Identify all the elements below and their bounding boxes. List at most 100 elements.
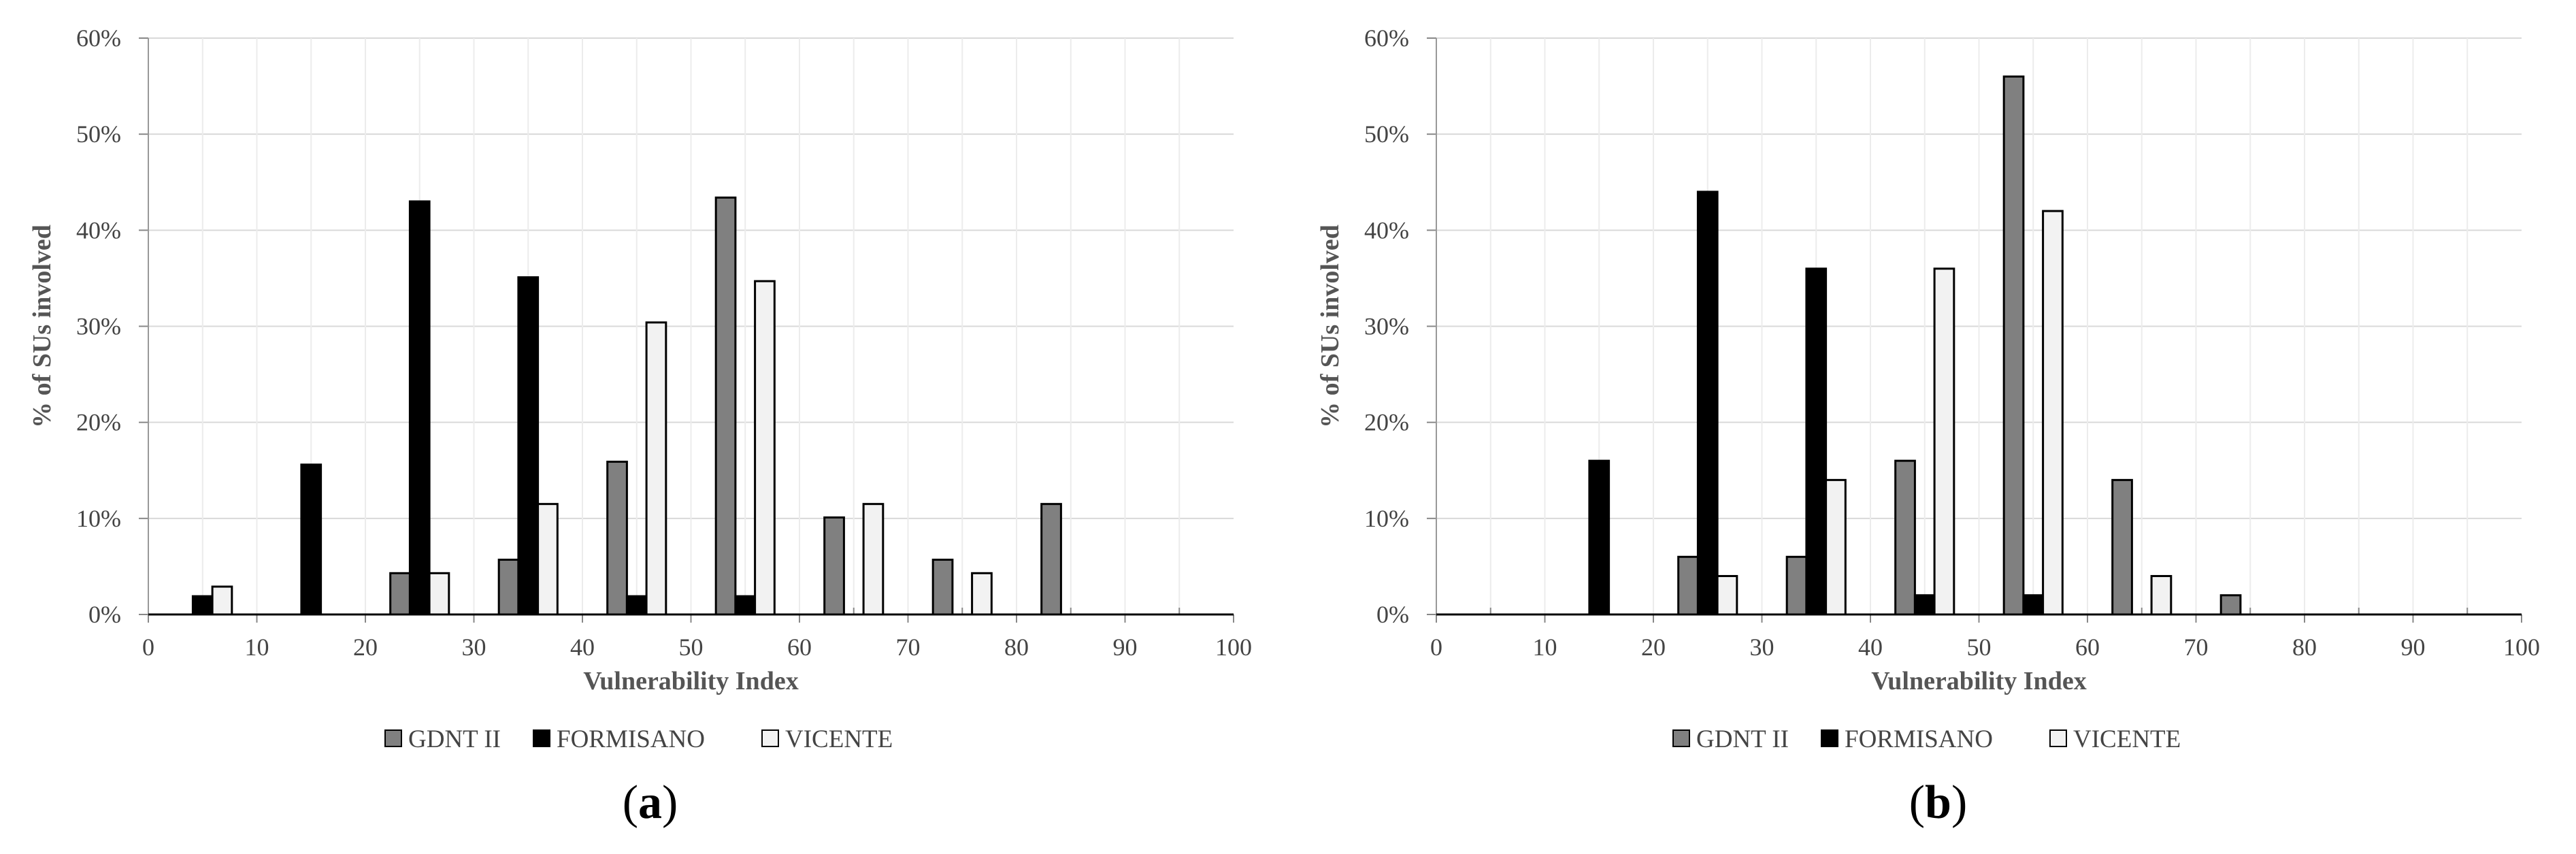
chart-a-svg: 0% 10% 20% 30% 40% 50% 60% 0 10 20 30 40 50 60 70 80 90 1… xyxy=(28,24,1252,829)
chart-a-y-tick-label: 10% xyxy=(76,505,121,532)
chart-b-legend-item-vicente: VICENTE xyxy=(2049,725,2181,753)
chart-b-y-tick-label: 30% xyxy=(1364,313,1409,340)
chart-a-x-tick-label: 60 xyxy=(787,634,812,661)
chart-a-legend-swatch-vicente xyxy=(761,729,779,747)
chart-a-x-tick-label: 30 xyxy=(462,634,486,661)
chart-b-x-tick-label: 10 xyxy=(1533,634,1557,661)
chart-a-bar-gdnt-ii xyxy=(497,559,520,616)
chart-a-bar-formisano xyxy=(734,595,757,616)
chart-b-x-tick-label: 40 xyxy=(1858,634,1883,661)
chart-b-bar-vicente xyxy=(2150,575,2173,616)
chart-a-bar-formisano xyxy=(625,595,648,616)
chart-a-y-tick-label: 40% xyxy=(76,216,121,244)
chart-b-x-tick-label: 80 xyxy=(2292,634,2317,661)
chart-b-x-tick-label: 30 xyxy=(1750,634,1774,661)
chart-a-panel-caption: (a) xyxy=(623,776,678,829)
chart-a-bar-formisano xyxy=(517,276,540,616)
chart-a-x-tick-label: 50 xyxy=(679,634,704,661)
chart-a-bar-gdnt-ii xyxy=(931,559,954,616)
chart-b-legend-swatch-formisano xyxy=(1821,729,1838,747)
chart-a-bar-gdnt-ii xyxy=(823,516,845,616)
chart-b-y-tick-label: 60% xyxy=(1364,24,1409,52)
chart-a-y-axis-title: % of SUs involved xyxy=(28,225,56,428)
chart-a-x-axis-title: Vulnerability Index xyxy=(583,667,798,695)
chart-b-bar-formisano xyxy=(1805,267,1828,616)
chart-b-bar-gdnt-ii xyxy=(1785,555,1808,616)
chart-a-bar-gdnt-ii xyxy=(1040,503,1062,616)
chart-b-x-tick-label: 70 xyxy=(2184,634,2209,661)
chart-a-x-tick-label: 10 xyxy=(245,634,269,661)
chart-a-bar-gdnt-ii xyxy=(389,572,411,616)
chart-a-bar-gdnt-ii xyxy=(714,196,737,616)
chart-b-legend-label-gdnt-ii: GDNT II xyxy=(1696,725,1789,753)
chart-a-bar-formisano xyxy=(191,595,214,616)
chart-b-x-tick-label: 0 xyxy=(1430,634,1442,661)
chart-a-legend-item-gdnt-ii: GDNT II xyxy=(384,725,501,753)
chart-a-bar-vicente xyxy=(971,572,993,616)
chart-b-bar-vicente xyxy=(1933,267,1955,616)
chart-a-x-tick-label: 100 xyxy=(1215,634,1252,661)
chart-b-y-tick-label: 40% xyxy=(1364,216,1409,244)
chart-b-legend-label-formisano: FORMISANO xyxy=(1845,725,1993,753)
chart-b-legend-item-gdnt-ii: GDNT II xyxy=(1672,725,1789,753)
chart-a-legend-swatch-gdnt-ii xyxy=(384,729,402,747)
chart-b-legend-swatch-vicente xyxy=(2049,729,2067,747)
chart-b-x-tick-label: 60 xyxy=(2075,634,2100,661)
chart-b-bar-formisano xyxy=(1913,594,1936,616)
chart-b-bar-vicente xyxy=(2042,210,2064,616)
chart-a-bar-formisano xyxy=(300,463,323,616)
chart-b-bar-vicente xyxy=(1825,478,1847,616)
chart-a-legend-label-vicente: VICENTE xyxy=(785,725,893,753)
chart-a-x-tick-label: 20 xyxy=(353,634,378,661)
chart-panel-b: 0% 10% 20% 30% 40% 50% 60% 0 10 20 30 40 50 60 70 80 90 1… xyxy=(1288,0,2576,854)
chart-a-y-tick-label: 20% xyxy=(76,409,121,436)
chart-a-x-tick-label: 90 xyxy=(1113,634,1138,661)
chart-panel-a: 0% 10% 20% 30% 40% 50% 60% 0 10 20 30 40 50 60 70 80 90 1… xyxy=(28,24,1252,829)
chart-a-y-tick-label: 30% xyxy=(76,313,121,340)
chart-a-legend-label-formisano: FORMISANO xyxy=(557,725,705,753)
chart-a-legend-label-gdnt-ii: GDNT II xyxy=(408,725,501,753)
chart-b-bar-gdnt-ii xyxy=(1677,555,1699,616)
chart-a-x-tick-label: 40 xyxy=(570,634,595,661)
chart-a-x-tick-label: 0 xyxy=(142,634,154,661)
chart-b-bar-gdnt-ii xyxy=(2002,75,2025,616)
chart-b-legend-swatch-gdnt-ii xyxy=(1672,729,1690,747)
chart-b-bar-vicente xyxy=(1716,575,1738,616)
chart-b-panel-caption: (b) xyxy=(1909,776,1968,829)
chart-b-legend-label-vicente: VICENTE xyxy=(2073,725,2181,753)
chart-a-y-tick-label: 60% xyxy=(76,24,121,52)
chart-b-x-tick-label: 100 xyxy=(2503,634,2540,661)
chart-a-bar-vicente xyxy=(428,572,450,616)
chart-a-legend-item-formisano: FORMISANO xyxy=(533,725,705,753)
chart-b-x-tick-label: 50 xyxy=(1967,634,1992,661)
chart-a-bar-formisano xyxy=(408,200,431,616)
chart-b-x-axis-title: Vulnerability Index xyxy=(1871,667,2086,695)
chart-b-bar-gdnt-ii xyxy=(1894,459,1916,616)
chart-a-bar-vicente xyxy=(754,280,776,616)
chart-a-bar-vicente xyxy=(537,503,559,616)
chart-b-bar-formisano xyxy=(1696,191,1719,616)
chart-b-bar-gdnt-ii xyxy=(2111,478,2133,616)
chart-b-bar-formisano xyxy=(1588,459,1611,616)
chart-b-y-tick-label: 20% xyxy=(1364,409,1409,436)
chart-a-legend-item-vicente: VICENTE xyxy=(761,725,893,753)
chart-a-bar-gdnt-ii xyxy=(606,461,628,616)
chart-a-x-tick-label: 70 xyxy=(896,634,921,661)
chart-b-y-axis-title: % of SUs involved xyxy=(1316,225,1344,428)
chart-a-legend-swatch-formisano xyxy=(533,729,550,747)
chart-a-x-tick-label: 80 xyxy=(1004,634,1029,661)
chart-b-bar-formisano xyxy=(2022,594,2045,616)
chart-b-x-tick-label: 20 xyxy=(1641,634,1666,661)
chart-b-y-tick-label: 0% xyxy=(1376,601,1409,628)
chart-b-bar-gdnt-ii xyxy=(2219,594,2242,616)
chart-a-y-tick-label: 50% xyxy=(76,120,121,148)
chart-b-y-tick-label: 50% xyxy=(1364,120,1409,148)
chart-b-y-tick-label: 10% xyxy=(1364,505,1409,532)
chart-a-bar-vicente xyxy=(211,585,233,616)
chart-a-bar-vicente xyxy=(862,503,885,616)
chart-a-bar-vicente xyxy=(645,321,667,616)
chart-a-y-tick-label: 0% xyxy=(88,601,121,628)
chart-b-x-tick-label: 90 xyxy=(2401,634,2426,661)
chart-b-svg: 0% 10% 20% 30% 40% 50% 60% 0 10 20 30 40 50 60 70 80 90 1… xyxy=(1316,24,2540,829)
chart-b-legend-item-formisano: FORMISANO xyxy=(1821,725,1993,753)
